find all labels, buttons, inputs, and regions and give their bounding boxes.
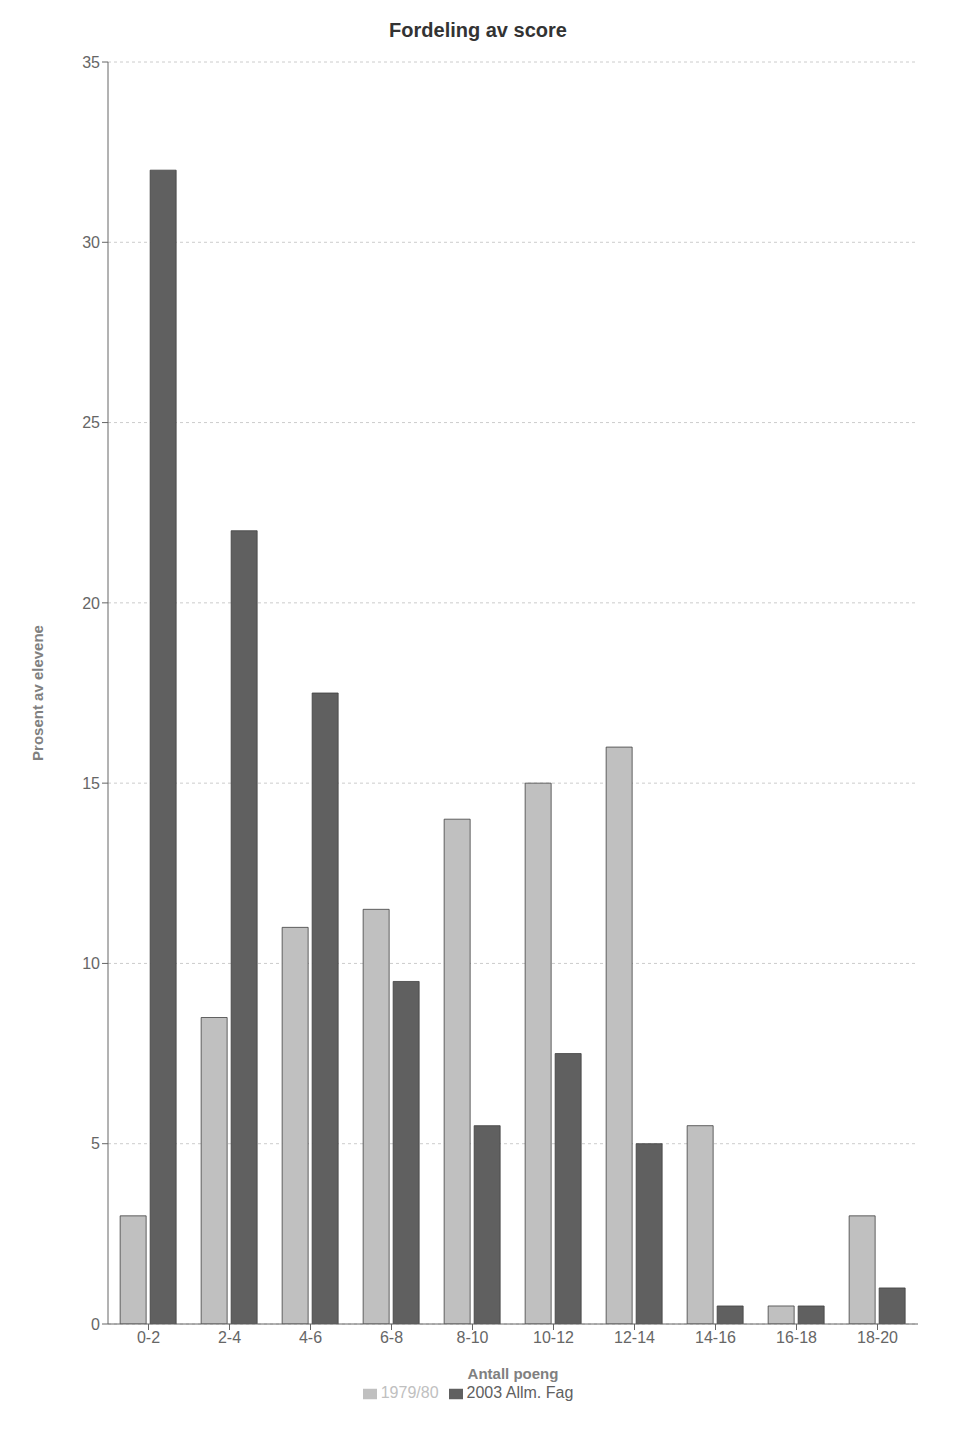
svg-text:6-8: 6-8 — [380, 1329, 403, 1346]
html-text:1979/80: 1979/80 — [380, 1384, 439, 1401]
svg-text:10-12: 10-12 — [533, 1329, 574, 1346]
svg-text:14-16: 14-16 — [695, 1329, 736, 1346]
svg-text:12-14: 12-14 — [614, 1329, 655, 1346]
svg-text:10: 10 — [82, 955, 100, 972]
svg-text:16-18: 16-18 — [776, 1329, 817, 1346]
svg-text:Antall poeng: Antall poeng — [468, 1365, 559, 1382]
svg-text:20: 20 — [82, 595, 100, 612]
svg-text:Prosent av elevene: Prosent av elevene — [29, 625, 46, 761]
svg-text:25: 25 — [82, 414, 100, 431]
svg-text:5: 5 — [91, 1135, 100, 1152]
svg-text:35: 35 — [82, 54, 100, 71]
html-text:Fordeling av score: Fordeling av score — [389, 19, 567, 41]
html-text:2003 Allm. Fag: 2003 Allm. Fag — [466, 1384, 574, 1401]
svg-text:30: 30 — [82, 234, 100, 251]
svg-text:4-6: 4-6 — [299, 1329, 322, 1346]
svg-text:18-20: 18-20 — [857, 1329, 898, 1346]
svg-text:15: 15 — [82, 775, 100, 792]
svg-text:2-4: 2-4 — [218, 1329, 241, 1346]
svg-text:0: 0 — [91, 1316, 100, 1333]
svg-text:8-10: 8-10 — [456, 1329, 488, 1346]
svg-text:0-2: 0-2 — [137, 1329, 160, 1346]
